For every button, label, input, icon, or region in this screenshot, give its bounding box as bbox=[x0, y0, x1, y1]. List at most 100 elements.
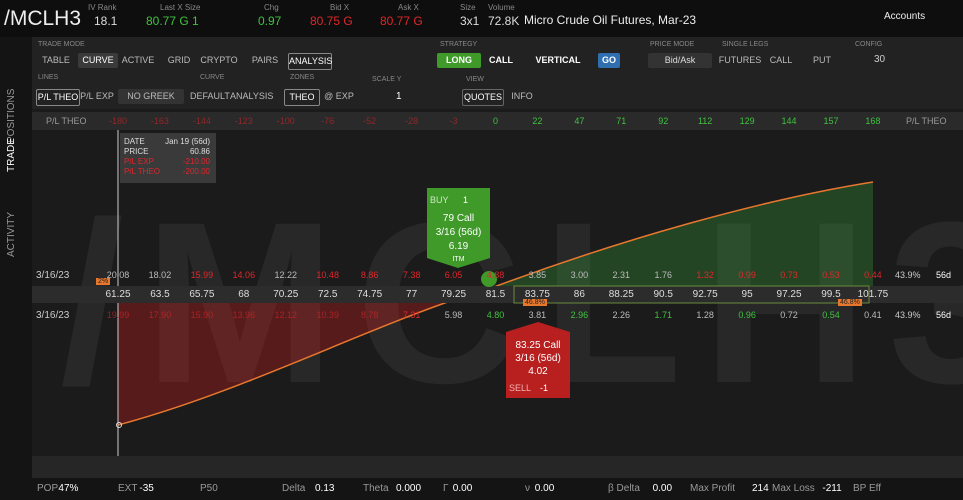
toolbar-button[interactable]: GRID bbox=[167, 55, 191, 65]
strike[interactable]: 79.25 bbox=[441, 289, 467, 300]
quote-value: 80.77 G bbox=[380, 14, 423, 28]
pl-value: 92 bbox=[658, 116, 669, 126]
group-label: CURVE bbox=[200, 74, 225, 81]
call-price: 0.99 bbox=[738, 270, 756, 280]
pl-value: -3 bbox=[449, 116, 458, 126]
toolbar-button[interactable]: PUT bbox=[813, 55, 831, 65]
group-label: TRADE MODE bbox=[38, 41, 85, 48]
expiry-date: 3/16/23 bbox=[36, 310, 70, 321]
strike-bar bbox=[32, 286, 963, 303]
group-label: SCALE Y bbox=[372, 76, 402, 83]
leg-price: 6.19 bbox=[448, 241, 469, 252]
toolbar-button[interactable]: TABLE bbox=[42, 55, 70, 65]
put-price: 0.72 bbox=[780, 310, 798, 320]
pl-row-bar bbox=[32, 112, 963, 130]
sidebar-tab[interactable]: ACTIVITY bbox=[6, 211, 17, 257]
quote-label: Chg bbox=[264, 3, 279, 12]
strike[interactable]: 68 bbox=[238, 289, 250, 300]
stat-label: ν bbox=[525, 483, 530, 494]
pl-value: 112 bbox=[697, 116, 713, 126]
stat-value: 0.00 bbox=[452, 483, 473, 494]
scale-value: 1 bbox=[396, 91, 402, 102]
quote-label: IV Rank bbox=[88, 3, 117, 12]
toolbar-button[interactable]: NO GREEK bbox=[118, 89, 184, 104]
tooltip-value: Jan 19 (56d) bbox=[165, 137, 210, 146]
stat-label: Max Loss bbox=[772, 483, 815, 494]
strike[interactable]: 90.5 bbox=[653, 289, 673, 300]
symbol: /MCLH3 bbox=[4, 7, 82, 30]
pl-value: -28 bbox=[405, 116, 419, 126]
toolbar-button[interactable]: QUOTES bbox=[462, 89, 504, 106]
tooltip-label: PRICE bbox=[124, 147, 149, 156]
toolbar-button[interactable]: CALL bbox=[769, 55, 793, 65]
strike[interactable]: 72.5 bbox=[317, 289, 338, 300]
leg-qty: -1 bbox=[540, 383, 549, 393]
call-price: 6.05 bbox=[444, 270, 463, 280]
strike[interactable]: 81.5 bbox=[485, 289, 506, 300]
strike[interactable]: 101.75 bbox=[857, 289, 889, 300]
leg-expiry: 3/16 (56d) bbox=[435, 227, 482, 238]
strike[interactable]: 65.75 bbox=[189, 289, 215, 300]
sidebar-tab[interactable]: POSITIONS bbox=[6, 88, 17, 143]
strike[interactable]: 92.75 bbox=[692, 289, 718, 300]
call-price: 3.00 bbox=[570, 270, 589, 280]
put-price: 15.90 bbox=[190, 310, 214, 320]
strike[interactable]: 95 bbox=[741, 289, 753, 300]
toolbar-button[interactable]: ANALYSIS bbox=[230, 91, 274, 101]
toolbar-button[interactable]: CALL bbox=[489, 55, 513, 65]
cursor-dot bbox=[116, 422, 122, 428]
sidebar bbox=[0, 37, 32, 500]
strike[interactable]: 99.5 bbox=[821, 289, 841, 300]
leg-qty: 1 bbox=[463, 195, 469, 205]
call-price: 14.06 bbox=[232, 270, 256, 280]
toolbar-button[interactable]: ANALYSIS bbox=[288, 53, 332, 70]
iv-marker: 46.8% bbox=[523, 299, 547, 306]
strike[interactable]: 61.25 bbox=[105, 289, 131, 300]
pl-value: -144 bbox=[192, 116, 211, 126]
tooltip-label: P/L THEO bbox=[124, 167, 161, 176]
pl-value: 129 bbox=[739, 116, 755, 126]
strike[interactable]: 97.25 bbox=[776, 289, 802, 300]
strike[interactable]: 83.75 bbox=[524, 289, 550, 300]
toolbar-button[interactable]: LONG bbox=[437, 53, 481, 68]
toolbar-button[interactable]: FUTURES bbox=[718, 55, 762, 65]
sidebar-tab[interactable]: TRADE bbox=[6, 138, 17, 172]
price-mode-select[interactable]: Bid/Ask bbox=[648, 53, 712, 68]
pl-value: 168 bbox=[865, 116, 881, 126]
toolbar-button[interactable]: ACTIVE bbox=[121, 55, 155, 65]
stat-value: 0.000 bbox=[396, 483, 422, 494]
toolbar-button[interactable]: @ EXP bbox=[324, 91, 354, 101]
strike[interactable]: 77 bbox=[406, 289, 418, 300]
strike[interactable]: 63.5 bbox=[150, 289, 170, 300]
strike[interactable]: 88.25 bbox=[608, 289, 634, 300]
group-label: CONFIG bbox=[855, 41, 883, 48]
strike[interactable]: 74.75 bbox=[357, 289, 383, 300]
header-bar bbox=[0, 0, 963, 37]
toolbar-button[interactable]: CRYPTO bbox=[200, 55, 238, 65]
call-price: 15.99 bbox=[190, 270, 214, 280]
stat-label: BP Eff bbox=[853, 483, 881, 494]
toolbar-button[interactable]: VERTICAL bbox=[535, 55, 581, 65]
quote-value: 80.75 G bbox=[310, 14, 353, 28]
put-price: 1.71 bbox=[654, 310, 672, 320]
toolbar-button[interactable]: GO bbox=[598, 53, 620, 68]
toolbar-button[interactable]: P/L EXP bbox=[80, 91, 114, 101]
pl-value: 0 bbox=[492, 116, 498, 126]
tooltip-label: P/L EXP bbox=[124, 157, 154, 166]
accounts-menu[interactable]: Accounts bbox=[884, 11, 926, 22]
toolbar-button[interactable]: INFO bbox=[511, 91, 533, 101]
group-label: PRICE MODE bbox=[650, 41, 695, 48]
toolbar-button[interactable]: CURVE bbox=[78, 53, 118, 68]
call-price: 1.32 bbox=[696, 270, 714, 280]
toolbar-button[interactable]: DEFAULT bbox=[190, 91, 230, 101]
tooltip-label: DATE bbox=[124, 137, 145, 146]
strike[interactable]: 70.25 bbox=[273, 289, 299, 300]
dte-value: 56d bbox=[936, 270, 952, 280]
toolbar-button[interactable]: PAIRS bbox=[251, 55, 279, 65]
stat-value: 214 bbox=[752, 483, 769, 494]
toolbar-button[interactable]: THEO bbox=[284, 89, 320, 106]
toolbar-button[interactable]: P/L THEO bbox=[36, 89, 80, 106]
strike[interactable]: 86 bbox=[573, 289, 585, 300]
stat-value: 0.00 bbox=[534, 483, 555, 494]
